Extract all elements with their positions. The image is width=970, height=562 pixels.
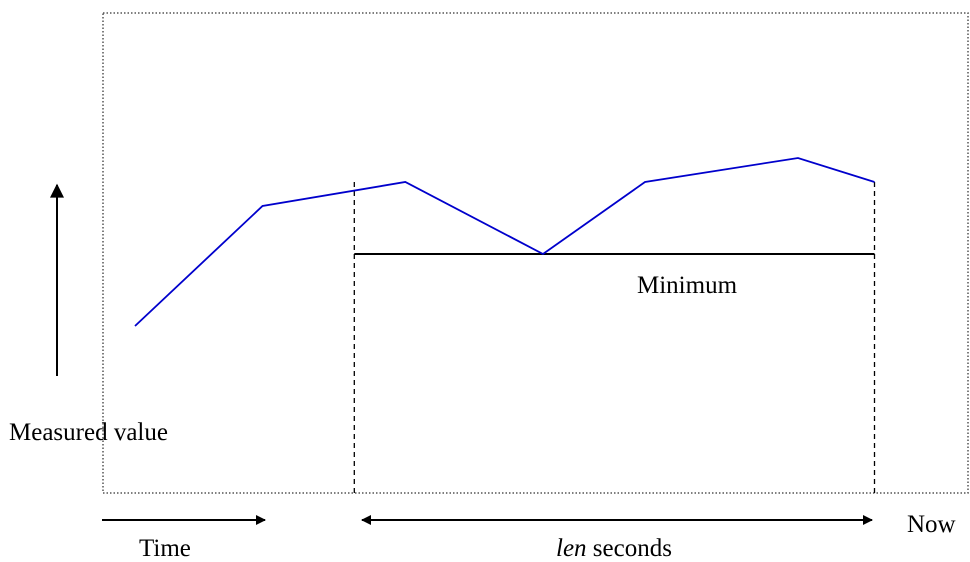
measured-value-series-line xyxy=(134,157,875,327)
seconds-text: seconds xyxy=(586,535,672,562)
minimum-label: Minimum xyxy=(637,272,738,299)
len-italic-text: len xyxy=(556,535,587,562)
measured-value-label: Measured value xyxy=(9,419,168,446)
len-seconds-label: len seconds xyxy=(556,536,672,561)
dotted-frame xyxy=(102,12,969,494)
time-label: Time xyxy=(139,535,191,562)
now-label: Now xyxy=(907,511,956,538)
